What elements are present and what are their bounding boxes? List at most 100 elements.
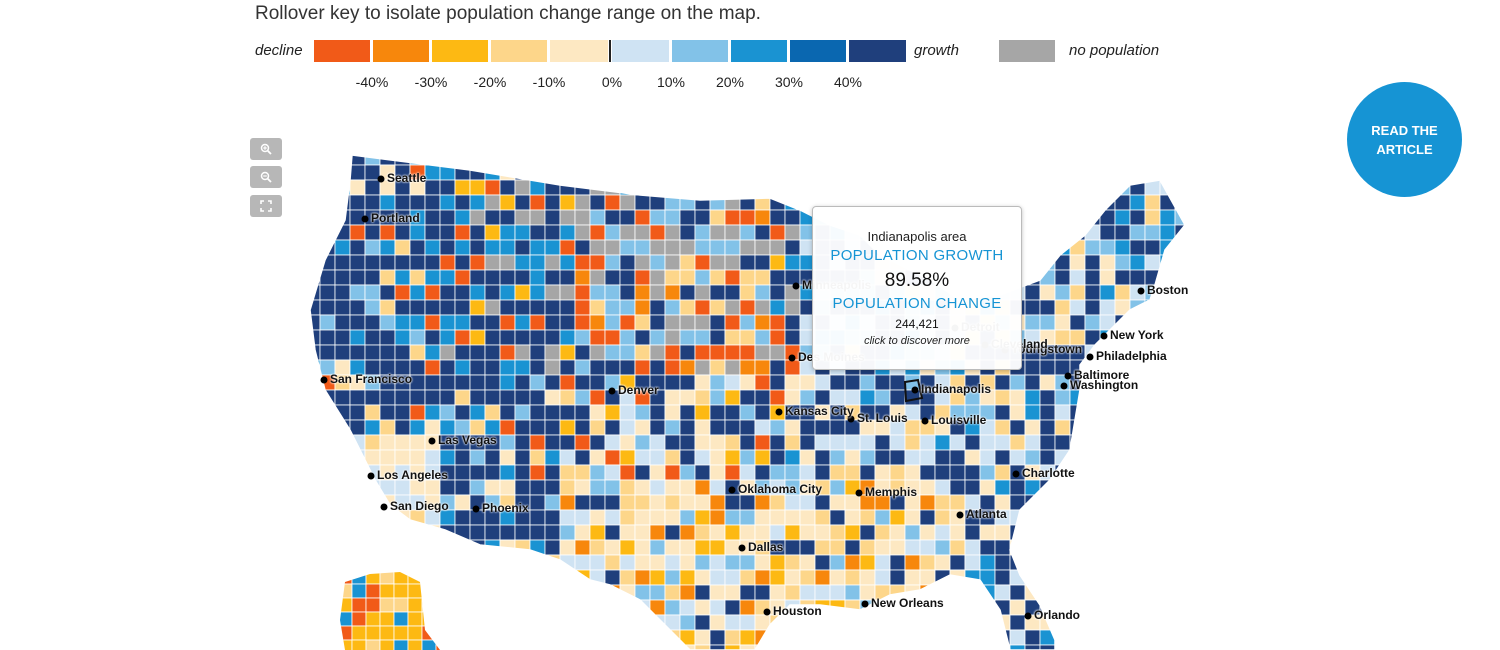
- county-region[interactable]: [724, 629, 741, 646]
- county-region[interactable]: [364, 479, 381, 496]
- county-region[interactable]: [1084, 179, 1101, 196]
- county-region[interactable]: [919, 569, 936, 586]
- county-region[interactable]: [454, 374, 471, 391]
- county-region[interactable]: [739, 524, 756, 541]
- county-region[interactable]: [994, 569, 1011, 586]
- county-region[interactable]: [1129, 299, 1146, 316]
- county-region[interactable]: [439, 629, 456, 646]
- county-region[interactable]: [574, 359, 591, 376]
- alaska-region[interactable]: [435, 583, 450, 599]
- county-region[interactable]: [394, 314, 411, 331]
- county-region[interactable]: [1129, 209, 1146, 226]
- county-region[interactable]: [1159, 449, 1176, 466]
- county-region[interactable]: [364, 419, 381, 436]
- county-region[interactable]: [724, 150, 741, 166]
- county-region[interactable]: [829, 539, 846, 556]
- county-region[interactable]: [694, 464, 711, 481]
- county-region[interactable]: [784, 509, 801, 526]
- county-region[interactable]: [469, 329, 486, 346]
- county-region[interactable]: [424, 164, 441, 181]
- county-region[interactable]: [634, 434, 651, 451]
- county-region[interactable]: [634, 329, 651, 346]
- county-region[interactable]: [709, 150, 726, 166]
- county-region[interactable]: [934, 464, 951, 481]
- county-region[interactable]: [754, 150, 771, 166]
- county-region[interactable]: [844, 539, 861, 556]
- county-region[interactable]: [784, 524, 801, 541]
- county-region[interactable]: [994, 539, 1011, 556]
- county-region[interactable]: [799, 419, 816, 436]
- county-region[interactable]: [724, 599, 741, 616]
- county-region[interactable]: [334, 239, 351, 256]
- county-region[interactable]: [424, 539, 441, 556]
- county-region[interactable]: [1009, 614, 1026, 631]
- county-region[interactable]: [1069, 629, 1086, 646]
- county-region[interactable]: [1069, 254, 1086, 271]
- county-region[interactable]: [319, 404, 336, 421]
- county-region[interactable]: [589, 509, 606, 526]
- county-region[interactable]: [679, 464, 696, 481]
- county-region[interactable]: [754, 569, 771, 586]
- county-region[interactable]: [349, 539, 366, 556]
- county-region[interactable]: [484, 554, 501, 571]
- county-region[interactable]: [649, 359, 666, 376]
- county-region[interactable]: [619, 629, 636, 646]
- county-region[interactable]: [979, 164, 996, 181]
- county-region[interactable]: [664, 209, 681, 226]
- county-region[interactable]: [514, 254, 531, 271]
- county-region[interactable]: [574, 314, 591, 331]
- county-region[interactable]: [1129, 194, 1146, 211]
- county-region[interactable]: [454, 329, 471, 346]
- county-region[interactable]: [889, 644, 906, 650]
- county-region[interactable]: [649, 629, 666, 646]
- county-region[interactable]: [319, 524, 336, 541]
- county-region[interactable]: [634, 539, 651, 556]
- county-region[interactable]: [619, 150, 636, 166]
- county-region[interactable]: [844, 599, 861, 616]
- county-region[interactable]: [514, 344, 531, 361]
- county-region[interactable]: [784, 299, 801, 316]
- county-region[interactable]: [649, 404, 666, 421]
- county-region[interactable]: [1084, 494, 1101, 511]
- county-region[interactable]: [1039, 224, 1056, 241]
- county-region[interactable]: [1159, 509, 1176, 526]
- county-region[interactable]: [1144, 404, 1161, 421]
- county-region[interactable]: [574, 254, 591, 271]
- county-region[interactable]: [1159, 419, 1176, 436]
- county-region[interactable]: [1174, 584, 1190, 601]
- county-region[interactable]: [679, 494, 696, 511]
- county-region[interactable]: [799, 464, 816, 481]
- county-region[interactable]: [679, 554, 696, 571]
- county-region[interactable]: [364, 329, 381, 346]
- county-region[interactable]: [484, 224, 501, 241]
- county-region[interactable]: [754, 359, 771, 376]
- county-region[interactable]: [1174, 524, 1190, 541]
- county-region[interactable]: [964, 614, 981, 631]
- county-region[interactable]: [784, 269, 801, 286]
- county-region[interactable]: [664, 524, 681, 541]
- county-region[interactable]: [379, 194, 396, 211]
- county-region[interactable]: [934, 629, 951, 646]
- county-region[interactable]: [649, 644, 666, 650]
- county-region[interactable]: [1009, 404, 1026, 421]
- county-region[interactable]: [919, 150, 936, 166]
- county-region[interactable]: [739, 359, 756, 376]
- county-region[interactable]: [544, 509, 561, 526]
- county-region[interactable]: [739, 239, 756, 256]
- legend-swatch-growth-10-20[interactable]: [672, 40, 728, 62]
- county-region[interactable]: [499, 614, 516, 631]
- county-region[interactable]: [529, 584, 546, 601]
- county-region[interactable]: [604, 269, 621, 286]
- county-region[interactable]: [664, 314, 681, 331]
- county-region[interactable]: [1009, 434, 1026, 451]
- county-region[interactable]: [679, 329, 696, 346]
- county-region[interactable]: [814, 449, 831, 466]
- county-region[interactable]: [1114, 419, 1131, 436]
- county-region[interactable]: [1084, 584, 1101, 601]
- county-region[interactable]: [574, 239, 591, 256]
- county-region[interactable]: [1084, 239, 1101, 256]
- county-region[interactable]: [619, 284, 636, 301]
- county-region[interactable]: [484, 389, 501, 406]
- county-region[interactable]: [349, 419, 366, 436]
- alaska-region[interactable]: [435, 625, 450, 641]
